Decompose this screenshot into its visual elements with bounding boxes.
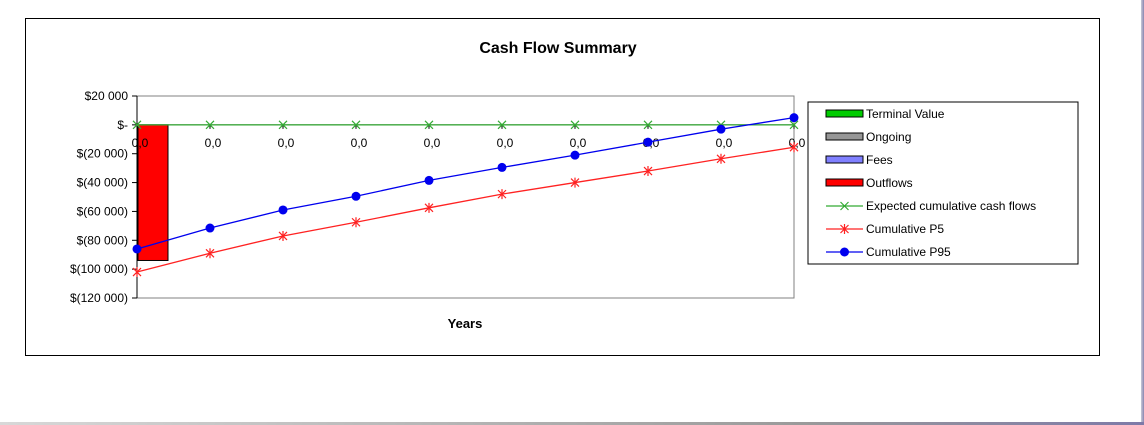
y-tick-label: $(60 000): [77, 204, 128, 218]
point-cumulative-p5: [497, 189, 507, 200]
point-cumulative-p95: [716, 124, 726, 134]
plot-area: [136, 95, 795, 299]
y-tick-label: $20 000: [85, 89, 129, 103]
y-tick-label: $(20 000): [77, 147, 128, 161]
point-cumulative-p95: [205, 223, 215, 233]
point-cumulative-p95: [789, 113, 799, 123]
point-cumulative-p5: [716, 153, 726, 164]
point-cumulative-p95: [570, 150, 580, 160]
legend-label-cumulative-p5: Cumulative P5: [866, 222, 944, 236]
legend-label-expected-cumulative-cash-flows: Expected cumulative cash flows: [866, 199, 1036, 213]
point-cumulative-p95: [278, 205, 288, 215]
x-tick-label: 0,0: [424, 136, 441, 150]
point-cumulative-p95: [132, 244, 142, 254]
legend-label-fees: Fees: [866, 153, 893, 167]
y-tick-label: $-: [117, 118, 128, 132]
point-expected-cumulative-cash-flows: [643, 120, 653, 130]
legend-swatch-ongoing: [825, 132, 864, 141]
series-line-cumulative-p95: [136, 117, 795, 250]
x-tick-label: 0,0: [278, 136, 295, 150]
point-expected-cumulative-cash-flows: [132, 120, 142, 130]
y-tick-label: $(40 000): [77, 176, 128, 190]
point-expected-cumulative-cash-flows: [205, 120, 215, 130]
legend-swatch-fees: [825, 155, 864, 164]
point-cumulative-p95: [497, 162, 507, 172]
point-cumulative-p95: [643, 137, 653, 147]
point-cumulative-p95: [424, 175, 434, 185]
legend-marker-cumulative-p95: [840, 247, 849, 257]
y-tick-label: $(120 000): [70, 291, 128, 305]
point-cumulative-p5: [789, 142, 799, 153]
x-tick-label: 0,0: [570, 136, 587, 150]
legend-label-terminal-value: Terminal Value: [866, 107, 945, 121]
y-tick-label: $(100 000): [70, 262, 128, 276]
series-line-cumulative-p5: [136, 146, 795, 273]
y-tick-label: $(80 000): [77, 233, 128, 247]
point-cumulative-p5: [278, 230, 288, 241]
sheet-right-edge: [1141, 0, 1144, 425]
point-cumulative-p5: [205, 248, 215, 259]
sheet-bottom-edge: [0, 422, 1144, 425]
point-cumulative-p95: [351, 191, 361, 201]
point-expected-cumulative-cash-flows: [351, 120, 361, 130]
legend-swatch-terminal-value: [825, 109, 864, 118]
legend-label-cumulative-p95: Cumulative P95: [866, 245, 951, 259]
point-cumulative-p5: [643, 166, 653, 177]
x-tick-label: 0,0: [205, 136, 222, 150]
point-expected-cumulative-cash-flows: [570, 120, 580, 130]
point-expected-cumulative-cash-flows: [789, 120, 799, 130]
x-tick-label: 0,0: [132, 136, 149, 150]
point-expected-cumulative-cash-flows: [424, 120, 434, 130]
point-cumulative-p5: [424, 202, 434, 213]
x-tick-label: 0,0: [351, 136, 368, 150]
legend-swatch-outflows: [825, 178, 864, 187]
point-cumulative-p5: [132, 267, 142, 278]
point-cumulative-p5: [570, 177, 580, 188]
point-expected-cumulative-cash-flows: [278, 120, 288, 130]
point-cumulative-p5: [351, 217, 361, 228]
chart-title: Cash Flow Summary: [479, 40, 636, 57]
x-tick-label: 0,0: [716, 136, 733, 150]
legend-marker-expected-cumulative-cash-flows: [840, 201, 849, 211]
legend-label-outflows: Outflows: [866, 176, 913, 190]
bar-outflows: [137, 124, 169, 261]
x-axis-label: Years: [448, 316, 483, 331]
legend-marker-cumulative-p5: [840, 224, 849, 234]
x-tick-label: 0,0: [497, 136, 514, 150]
point-expected-cumulative-cash-flows: [497, 120, 507, 130]
legend-label-ongoing: Ongoing: [866, 130, 911, 144]
